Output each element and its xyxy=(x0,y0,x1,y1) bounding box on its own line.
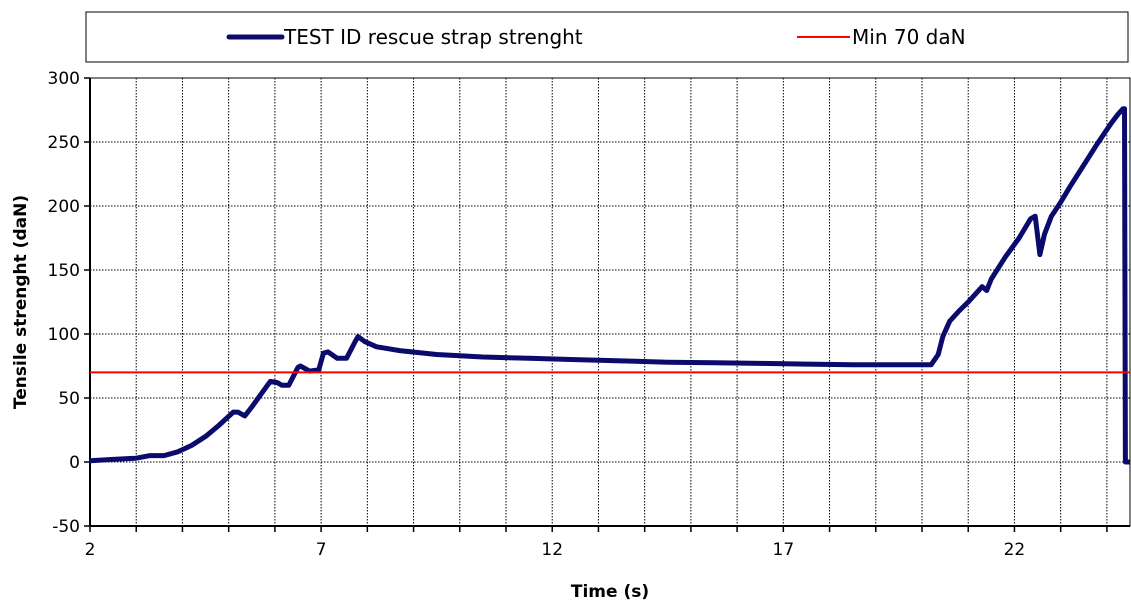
tick-labels: -50 0 50 100 150 200 250 300 2 7 12 17 22 xyxy=(48,69,1026,560)
legend-label-strap-strength: TEST ID rescue strap strenght xyxy=(283,25,583,49)
x-tick-label: 12 xyxy=(541,540,563,560)
y-tick-label: 250 xyxy=(48,133,80,153)
x-tick-label: 22 xyxy=(1004,540,1026,560)
series-line-strap-strength xyxy=(90,106,1130,465)
x-tick-label: 7 xyxy=(316,540,327,560)
legend: TEST ID rescue strap strenght Min 70 daN xyxy=(85,11,1129,63)
x-tick-label: 2 xyxy=(85,540,96,560)
plot-area-frame xyxy=(89,77,1131,527)
y-tick-label: 200 xyxy=(48,197,80,217)
y-tick-label: 100 xyxy=(48,325,80,345)
y-tick-label: 300 xyxy=(48,69,80,89)
y-tick-label: 0 xyxy=(69,453,80,473)
y-tick-label: 50 xyxy=(58,389,80,409)
y-tick-label: -50 xyxy=(52,517,80,537)
x-axis-title: Time (s) xyxy=(571,582,649,602)
y-tick-label: 150 xyxy=(48,261,80,281)
y-axis-title: Tensile strenght (daN) xyxy=(11,195,31,409)
legend-label-min-70: Min 70 daN xyxy=(852,25,966,49)
axes xyxy=(84,77,1130,532)
grid-lines xyxy=(90,78,1130,526)
series-layer xyxy=(90,106,1130,465)
x-tick-label: 17 xyxy=(773,540,795,560)
